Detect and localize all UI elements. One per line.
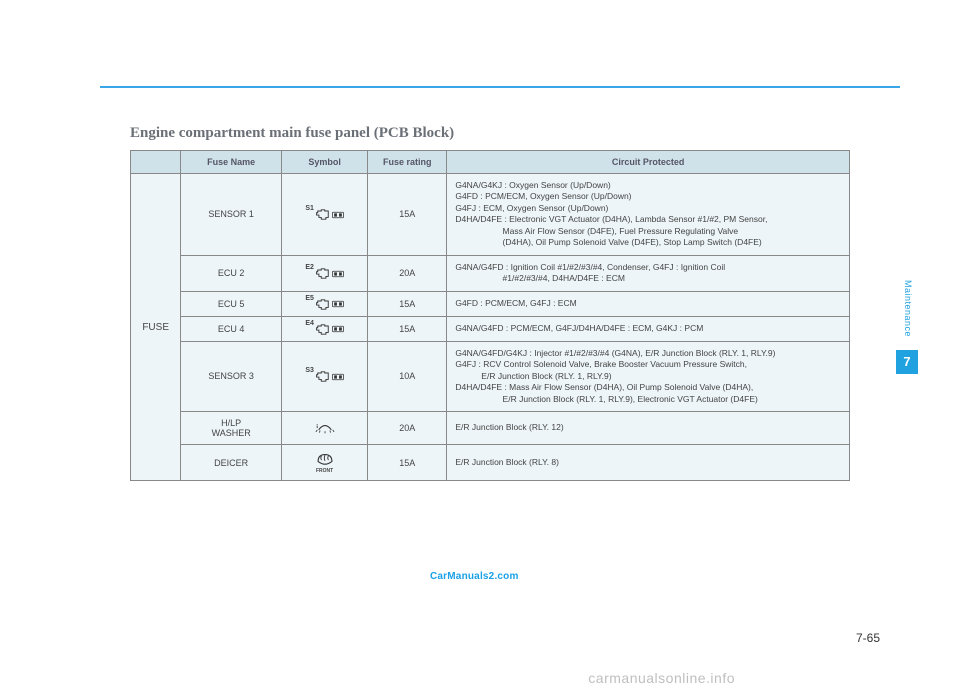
engine-icon	[316, 209, 330, 220]
fuse-icon	[332, 324, 344, 334]
section-label: Maintenance	[903, 280, 913, 337]
top-rule	[100, 86, 900, 88]
circuit-cell: G4NA/G4FD : PCM/ECM, G4FJ/D4HA/D4FE : EC…	[447, 316, 850, 341]
table-row: DEICER FRONT 15AE/R Junction Block (RLY. 8…	[131, 445, 850, 481]
category-cell: FUSE	[131, 174, 181, 481]
deicer-sublabel: FRONT	[290, 468, 359, 474]
circuit-cell: G4NA/G4FD/G4KJ : Injector #1/#2/#3/#4 (G…	[447, 341, 850, 411]
deicer-icon	[316, 451, 334, 465]
rating-cell: 15A	[368, 174, 447, 256]
table-row: ECU 5 E5 15AG4FD : PCM/ECM, G4FJ : ECM	[131, 291, 850, 316]
page-number: 7-65	[856, 631, 880, 645]
fuse-name-cell: SENSOR 3	[181, 341, 282, 411]
fuse-name-cell: SENSOR 1	[181, 174, 282, 256]
fuse-name-cell: DEICER	[181, 445, 282, 481]
symbol-superscript: S3	[305, 367, 314, 374]
rating-cell: 20A	[368, 412, 447, 445]
engine-icon	[316, 299, 330, 310]
symbol-superscript: E4	[305, 320, 314, 327]
washer-icon	[314, 420, 336, 434]
engine-icon	[316, 324, 330, 335]
fuse-icon	[332, 299, 344, 309]
rating-cell: 15A	[368, 291, 447, 316]
col-symbol: Symbol	[281, 151, 367, 174]
fuse-table: Fuse Name Symbol Fuse rating Circuit Pro…	[130, 150, 850, 481]
col-circuit: Circuit Protected	[447, 151, 850, 174]
col-name: Fuse Name	[181, 151, 282, 174]
symbol-superscript: E5	[305, 295, 314, 302]
footer-watermark: carmanualsonline.info	[588, 670, 735, 686]
table-row: ECU 4 E4 15AG4NA/G4FD : PCM/ECM, G4FJ/D4HA…	[131, 316, 850, 341]
rating-cell: 10A	[368, 341, 447, 411]
symbol-cell: S3	[281, 341, 367, 411]
fuse-icon	[332, 269, 344, 279]
page-title: Engine compartment main fuse panel (PCB …	[130, 125, 454, 142]
fuse-name-cell: ECU 5	[181, 291, 282, 316]
section-tab: 7	[896, 350, 918, 374]
col-rating: Fuse rating	[368, 151, 447, 174]
circuit-cell: G4FD : PCM/ECM, G4FJ : ECM	[447, 291, 850, 316]
circuit-cell: E/R Junction Block (RLY. 8)	[447, 445, 850, 481]
fuse-icon	[332, 210, 344, 220]
fuse-name-cell: ECU 4	[181, 316, 282, 341]
watermark-carmanuals2: CarManuals2.com	[430, 571, 519, 582]
symbol-superscript: E2	[305, 264, 314, 271]
engine-icon	[316, 371, 330, 382]
symbol-cell: FRONT	[281, 445, 367, 481]
table-row: FUSESENSOR 1S115AG4NA/G4KJ : Oxygen Sens…	[131, 174, 850, 256]
symbol-cell: E5	[281, 291, 367, 316]
rating-cell: 15A	[368, 316, 447, 341]
col-blank	[131, 151, 181, 174]
symbol-cell: E4	[281, 316, 367, 341]
fuse-name-cell: H/LPWASHER	[181, 412, 282, 445]
rating-cell: 15A	[368, 445, 447, 481]
circuit-cell: G4NA/G4FD : Ignition Coil #1/#2/#3/#4, C…	[447, 255, 850, 291]
table-row: SENSOR 3 S3 10AG4NA/G4FD/G4KJ : Injector #…	[131, 341, 850, 411]
engine-icon	[316, 268, 330, 279]
symbol-cell	[281, 412, 367, 445]
symbol-superscript: S1	[305, 205, 314, 212]
rating-cell: 20A	[368, 255, 447, 291]
fuse-icon	[332, 372, 344, 382]
circuit-cell: E/R Junction Block (RLY. 12)	[447, 412, 850, 445]
symbol-cell: S1	[281, 174, 367, 256]
table-row: ECU 2 E2 20AG4NA/G4FD : Ignition Coil #1/#…	[131, 255, 850, 291]
table-row: H/LPWASHER 20AE/R Junction Block (RLY. 12…	[131, 412, 850, 445]
fuse-name-cell: ECU 2	[181, 255, 282, 291]
table-header-row: Fuse Name Symbol Fuse rating Circuit Pro…	[131, 151, 850, 174]
fuse-table-wrap: Fuse Name Symbol Fuse rating Circuit Pro…	[130, 150, 850, 481]
symbol-cell: E2	[281, 255, 367, 291]
circuit-cell: G4NA/G4KJ : Oxygen Sensor (Up/Down) G4FD…	[447, 174, 850, 256]
